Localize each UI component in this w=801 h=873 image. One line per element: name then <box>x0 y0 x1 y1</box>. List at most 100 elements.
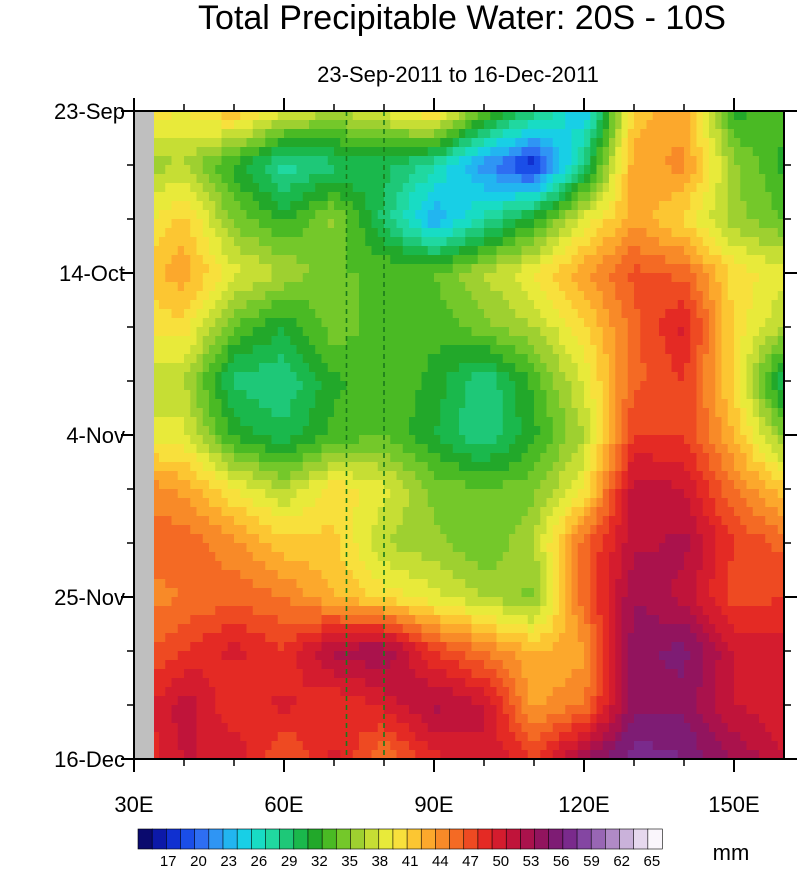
heatmap-cell <box>477 516 485 526</box>
heatmap-cell <box>290 255 298 265</box>
heatmap-cell <box>696 255 704 265</box>
heatmap-cell <box>190 192 198 202</box>
heatmap-cell <box>371 381 379 391</box>
heatmap-cell <box>465 408 473 418</box>
heatmap-cell <box>352 408 360 418</box>
heatmap-cell <box>309 471 316 481</box>
heatmap-cell <box>615 462 623 472</box>
heatmap-cell <box>709 210 716 220</box>
heatmap-cell <box>202 309 210 319</box>
heatmap-cell <box>277 273 285 283</box>
heatmap-cell <box>684 120 691 130</box>
heatmap-cell <box>552 444 560 454</box>
heatmap-cell <box>665 381 673 391</box>
heatmap-cell <box>259 426 266 436</box>
heatmap-cell <box>502 264 510 274</box>
heatmap-cell <box>746 129 754 139</box>
heatmap-cell <box>665 354 673 364</box>
heatmap-cell <box>534 138 541 148</box>
heatmap-cell <box>521 174 529 184</box>
heatmap-cell <box>627 147 635 157</box>
heatmap-cell <box>627 417 635 427</box>
heatmap-cell <box>302 318 310 328</box>
heatmap-cell <box>584 300 591 310</box>
heatmap-cell <box>759 345 766 355</box>
heatmap-cell <box>171 318 179 328</box>
heatmap-cell <box>152 309 160 319</box>
heatmap-cell <box>215 399 223 409</box>
heatmap-cell <box>634 327 641 337</box>
heatmap-cell <box>352 435 360 445</box>
heatmap-cell <box>490 282 498 292</box>
heatmap-cell <box>715 282 723 292</box>
heatmap-cell <box>459 516 466 526</box>
heatmap-cell <box>721 255 729 265</box>
heatmap-cell <box>652 228 660 238</box>
heatmap-cell <box>215 381 223 391</box>
heatmap-cell <box>727 282 735 292</box>
heatmap-cell <box>290 444 298 454</box>
heatmap-cell <box>602 156 610 166</box>
heatmap-cell <box>490 426 498 436</box>
heatmap-cell <box>177 318 185 328</box>
heatmap-cell <box>584 372 591 382</box>
heatmap-cell <box>734 246 741 256</box>
heatmap-cell <box>440 255 448 265</box>
heatmap-cell <box>715 138 723 148</box>
heatmap-cell <box>521 111 529 121</box>
heatmap-cell <box>171 381 179 391</box>
heatmap-cell <box>159 291 166 301</box>
heatmap-cell <box>571 255 579 265</box>
heatmap-cell <box>552 282 560 292</box>
heatmap-cell <box>665 516 673 526</box>
heatmap-cell <box>452 516 460 526</box>
heatmap-cell <box>384 300 391 310</box>
heatmap-cell <box>496 489 504 499</box>
heatmap-cell <box>284 210 291 220</box>
heatmap-cell <box>734 264 741 274</box>
heatmap-cell <box>584 192 591 202</box>
heatmap-cell <box>284 309 291 319</box>
heatmap-cell <box>359 507 366 517</box>
heatmap-cell <box>234 489 241 499</box>
heatmap-cell <box>702 327 710 337</box>
heatmap-cell <box>602 462 610 472</box>
heatmap-cell <box>752 300 760 310</box>
heatmap-cell <box>159 327 166 337</box>
heatmap-cell <box>596 480 604 490</box>
heatmap-cell <box>709 354 716 364</box>
heatmap-cell <box>452 147 460 157</box>
heatmap-cell <box>496 426 504 436</box>
heatmap-cell <box>359 480 366 490</box>
heatmap-cell <box>152 282 160 292</box>
heatmap-cell <box>752 192 760 202</box>
heatmap-cell <box>715 228 723 238</box>
heatmap-cell <box>684 300 691 310</box>
heatmap-cell <box>209 480 216 490</box>
heatmap-cell <box>521 129 529 139</box>
heatmap-cell <box>740 453 748 463</box>
heatmap-cell <box>552 129 560 139</box>
heatmap-cell <box>515 498 523 508</box>
heatmap-cell <box>402 318 410 328</box>
heatmap-cell <box>427 201 435 211</box>
heatmap-cell <box>521 399 529 409</box>
heatmap-cell <box>271 309 279 319</box>
heatmap-cell <box>252 498 260 508</box>
heatmap-cell <box>596 219 604 229</box>
heatmap-cell <box>590 264 598 274</box>
heatmap-cell <box>471 354 479 364</box>
heatmap-cell <box>290 192 298 202</box>
heatmap-cell <box>202 264 210 274</box>
heatmap-cell <box>296 147 304 157</box>
heatmap-cell <box>721 390 729 400</box>
heatmap-cell <box>684 309 691 319</box>
heatmap-cell <box>265 156 273 166</box>
heatmap-cell <box>677 372 685 382</box>
heatmap-cell <box>340 381 348 391</box>
heatmap-cell <box>459 210 466 220</box>
heatmap-cell <box>209 354 216 364</box>
heatmap-cell <box>196 525 204 535</box>
heatmap-cell <box>634 183 641 193</box>
heatmap-cell <box>752 201 760 211</box>
